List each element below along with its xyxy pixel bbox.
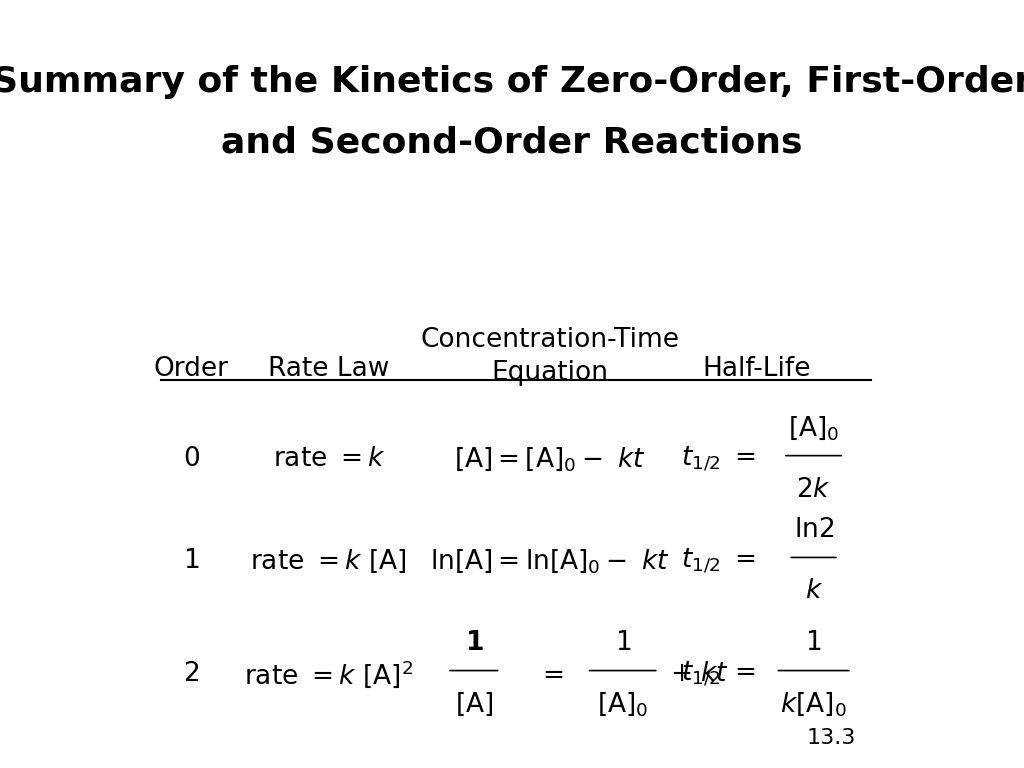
Text: rate $= k\ \mathrm{[A]^2}$: rate $= k\ \mathrm{[A]^2}$ xyxy=(244,658,414,690)
Text: $t_{1/2}\ =$: $t_{1/2}\ =$ xyxy=(681,660,756,689)
Text: $\mathrm{ln2}$: $\mathrm{ln2}$ xyxy=(794,517,834,542)
Text: Rate Law: Rate Law xyxy=(268,356,389,382)
Text: Summary of the Kinetics of Zero-Order, First-Order: Summary of the Kinetics of Zero-Order, F… xyxy=(0,65,1024,99)
Text: $\mathrm{[A] = [A]_0 -}$ $kt$: $\mathrm{[A] = [A]_0 -}$ $kt$ xyxy=(455,445,646,473)
Text: $1$: $1$ xyxy=(806,630,822,656)
Text: $\mathregular{1}$: $\mathregular{1}$ xyxy=(183,548,200,574)
Text: rate $= k$: rate $= k$ xyxy=(272,446,385,472)
Text: $\mathregular{2}$: $\mathregular{2}$ xyxy=(183,661,200,687)
Text: 13.3: 13.3 xyxy=(806,728,856,749)
Text: $=$: $=$ xyxy=(537,661,563,687)
Text: Half-Life: Half-Life xyxy=(702,356,811,382)
Text: $t_{1/2}\ =$: $t_{1/2}\ =$ xyxy=(681,547,756,576)
Text: rate $= k\ \mathrm{[A]}$: rate $= k\ \mathrm{[A]}$ xyxy=(251,548,407,574)
Text: $\mathrm{ln[A] = ln[A]_0 -}$ $kt$: $\mathrm{ln[A] = ln[A]_0 -}$ $kt$ xyxy=(430,548,670,575)
Text: $\mathregular{0}$: $\mathregular{0}$ xyxy=(183,446,200,472)
Text: Concentration-Time: Concentration-Time xyxy=(421,327,680,353)
Text: $2k$: $2k$ xyxy=(796,477,831,502)
Text: Equation: Equation xyxy=(492,359,608,386)
Text: $k\mathrm{[A]_0}$: $k\mathrm{[A]_0}$ xyxy=(780,690,847,719)
Text: Order: Order xyxy=(154,356,228,382)
Text: $1$: $1$ xyxy=(614,630,631,656)
Text: $\mathrm{[A]_0}$: $\mathrm{[A]_0}$ xyxy=(787,414,840,442)
Text: $+\ kt$: $+\ kt$ xyxy=(670,661,729,687)
Text: $k$: $k$ xyxy=(805,578,822,604)
Text: $\mathrm{[A]}$: $\mathrm{[A]}$ xyxy=(455,691,493,718)
Text: $t_{1/2}\ =$: $t_{1/2}\ =$ xyxy=(681,445,756,474)
Text: and Second-Order Reactions: and Second-Order Reactions xyxy=(221,126,803,160)
Text: $\mathrm{[A]_0}$: $\mathrm{[A]_0}$ xyxy=(597,690,648,719)
Text: $\mathbf{1}$: $\mathbf{1}$ xyxy=(465,630,483,656)
